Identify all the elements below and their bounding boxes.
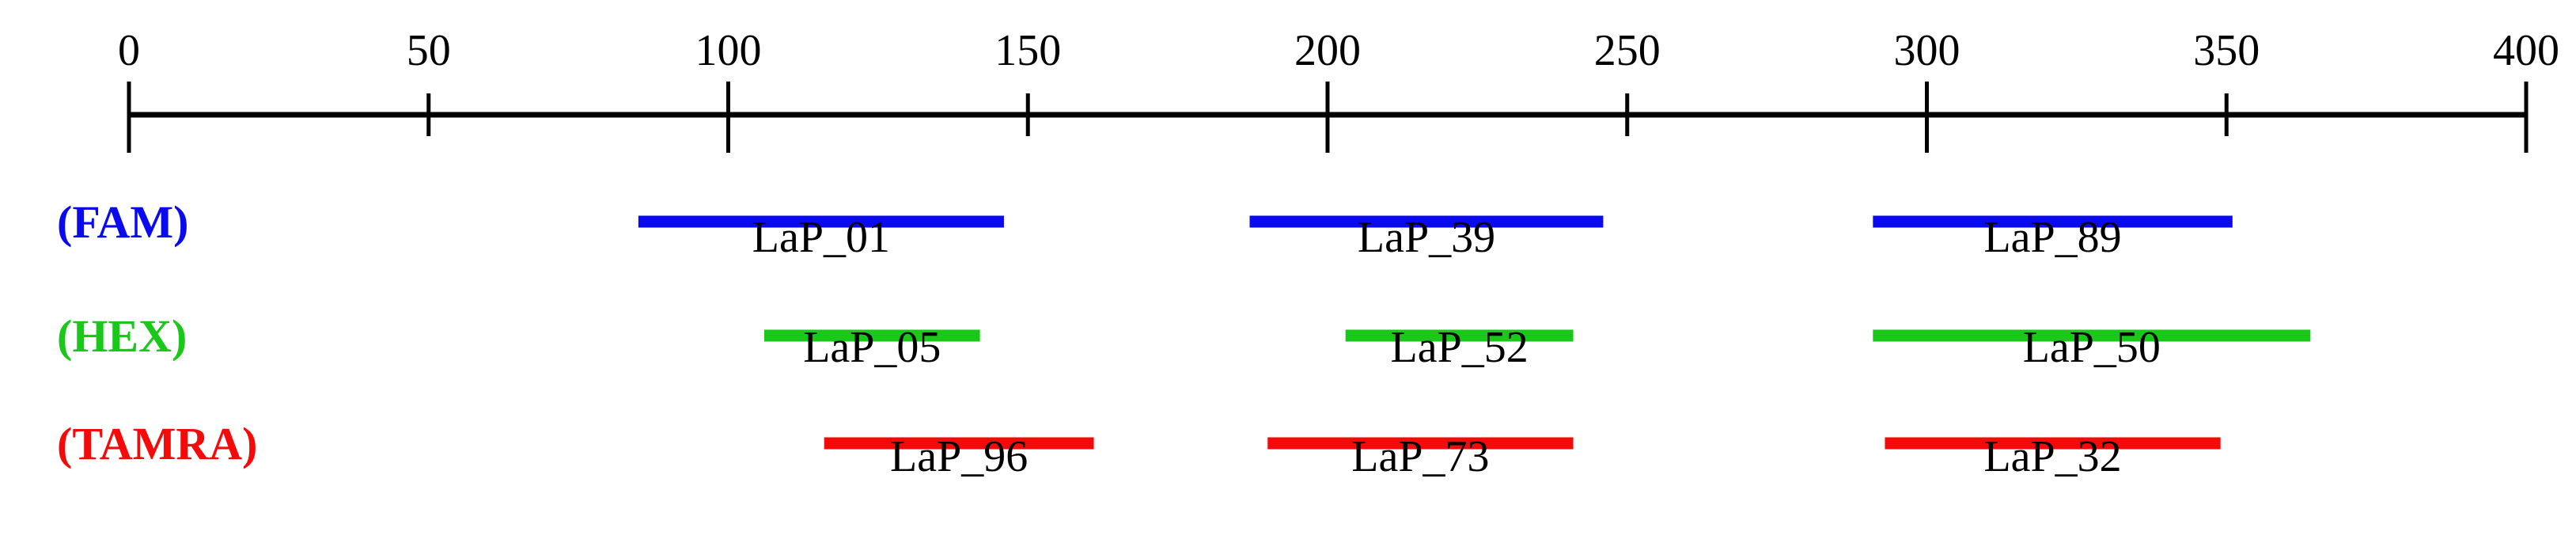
channel-label-tamra: (TAMRA) [57, 418, 257, 469]
probe-label: LaP_96 [890, 432, 1028, 481]
axis-tick-label: 300 [1894, 26, 1960, 75]
axis-tick-label: 350 [2193, 26, 2260, 75]
probe-label: LaP_89 [1983, 213, 2121, 262]
probe-label: LaP_32 [1983, 432, 2121, 481]
probe-label: LaP_05 [803, 323, 941, 372]
probe-label: LaP_39 [1358, 213, 1495, 262]
axis-tick-label: 50 [407, 26, 451, 75]
axis-tick-label: 400 [2493, 26, 2559, 75]
axis-tick-label: 250 [1594, 26, 1661, 75]
channel-label-hex: (HEX) [57, 310, 187, 362]
axis-tick-label: 100 [695, 26, 762, 75]
axis-tick-label: 150 [994, 26, 1061, 75]
axis-ticks: 0 50 100 150 200 250 300 350 400 [118, 26, 2559, 153]
probe-label: LaP_50 [2023, 323, 2161, 372]
channel-label-fam: (FAM) [57, 196, 188, 248]
channel-labels: (FAM) (HEX) (TAMRA) [57, 196, 257, 469]
axis-tick-label: 200 [1294, 26, 1361, 75]
probe-label: LaP_01 [752, 213, 890, 262]
axis-tick-label: 0 [118, 26, 140, 75]
probe-label: LaP_52 [1391, 323, 1529, 372]
probe-bars: LaP_01 LaP_39 LaP_89 LaP_05 LaP_52 LaP_50 LaP_… [638, 213, 2311, 481]
probe-label: LaP_73 [1351, 432, 1489, 481]
